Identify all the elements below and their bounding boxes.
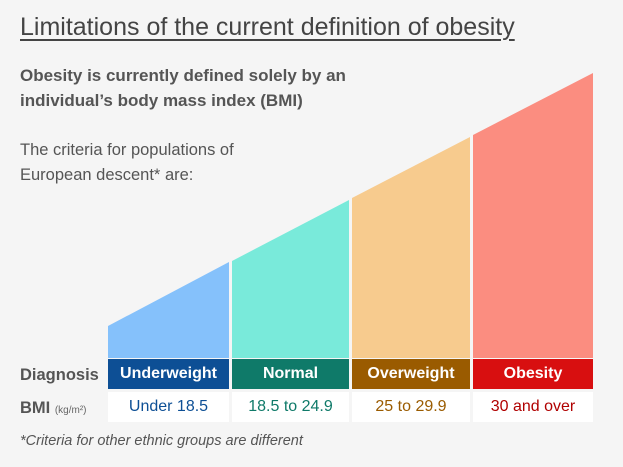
normal-wedge	[232, 200, 349, 358]
bmi-normal: 18.5 to 24.9	[232, 392, 349, 422]
diagnosis-row-label: Diagnosis	[20, 366, 99, 384]
bmi-obesity: 30 and over	[473, 392, 593, 422]
diagnosis-overweight: Overweight	[352, 359, 470, 389]
bmi-label-text: BMI	[20, 399, 51, 417]
diagnosis-normal: Normal	[232, 359, 349, 389]
footnote: *Criteria for other ethnic groups are di…	[20, 433, 303, 449]
diagnosis-underweight: Underweight	[108, 359, 229, 389]
bmi-row-label: BMI (kg/m²)	[20, 394, 87, 425]
diagnosis-obesity: Obesity	[473, 359, 593, 389]
bmi-underweight: Under 18.5	[108, 392, 229, 422]
overweight-wedge	[352, 137, 470, 358]
subtitle: Obesity is currently defined solely by a…	[20, 66, 346, 110]
obesity-wedge	[473, 73, 593, 358]
page-title: Limitations of the current definition of…	[20, 13, 515, 41]
bmi-unit: (kg/m²)	[54, 405, 87, 416]
bmi-overweight: 25 to 29.9	[352, 392, 470, 422]
criteria-text: The criteria for populations of European…	[20, 141, 234, 184]
underweight-wedge	[108, 262, 229, 358]
